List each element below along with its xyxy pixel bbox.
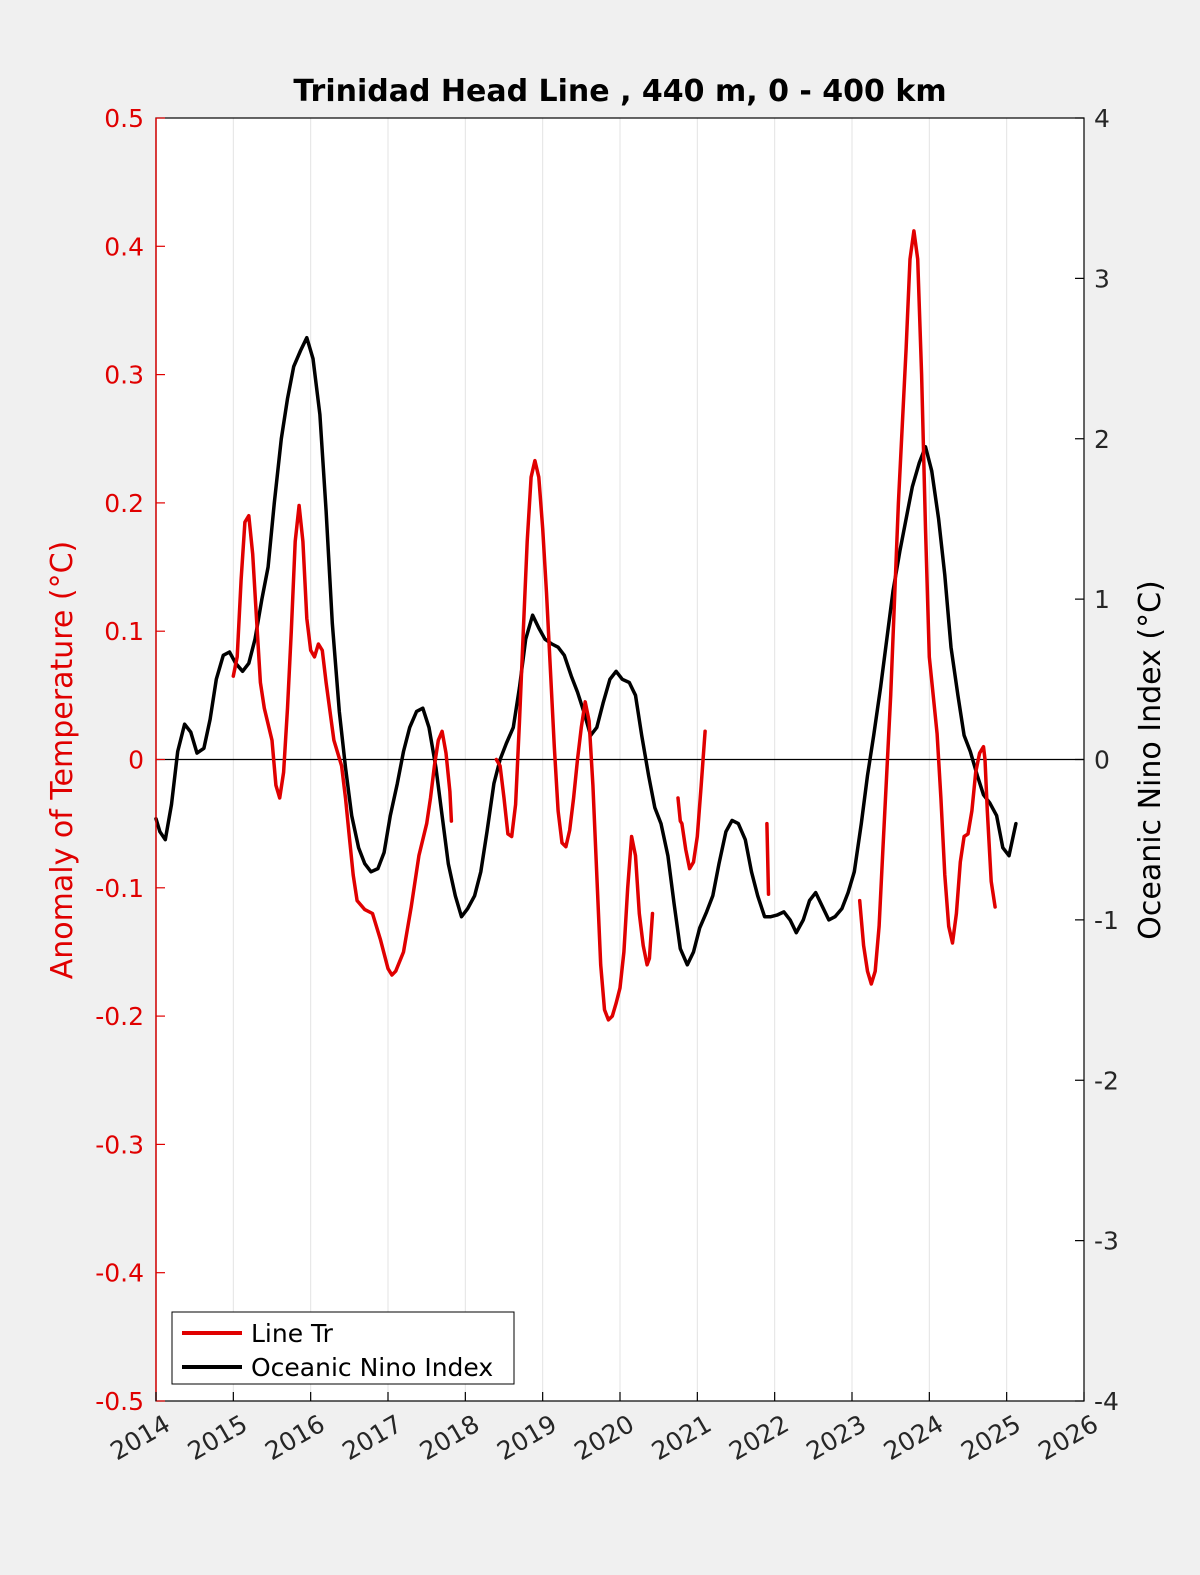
x-tick-label: 2014 (105, 1409, 175, 1466)
left-tick-label: -0.1 (95, 874, 144, 903)
right-tick-label: 1 (1094, 585, 1110, 614)
x-tick-label: 2015 (183, 1409, 253, 1466)
left-axis-label: Anomaly of Temperature (°C) (45, 541, 80, 980)
x-tick-label: 2017 (337, 1409, 407, 1466)
right-tick-label: -1 (1094, 906, 1119, 935)
series-line-tr-segment (765, 821, 771, 896)
x-tick-label: 2023 (801, 1409, 871, 1466)
series-line-tr-segment (231, 503, 454, 977)
right-axis-label: Oceanic Nino Index (°C) (1133, 580, 1168, 940)
chart-title: Trinidad Head Line , 440 m, 0 - 400 km (293, 74, 946, 109)
right-tick-label: -4 (1094, 1387, 1119, 1416)
series-line-tr-segment (857, 229, 997, 986)
series-line-tr-segment (494, 458, 655, 1022)
legend-label-oni: Oceanic Nino Index (251, 1353, 493, 1382)
right-tick-label: 2 (1094, 425, 1110, 454)
x-axis: 2014 2015 2016 2017 2018 2019 2020 2021 2022 2023… (105, 1392, 1103, 1466)
x-tick-label: 2020 (569, 1409, 639, 1466)
series-line-tr-segment (676, 729, 707, 871)
legend: Line Tr Oceanic Nino Index (171, 1311, 515, 1385)
legend-label-line-tr: Line Tr (251, 1319, 334, 1348)
right-tick-label: -2 (1094, 1066, 1119, 1095)
series-layer (154, 229, 1018, 1022)
x-tick-label: 2016 (260, 1409, 330, 1466)
x-tick-label: 2026 (1033, 1409, 1103, 1466)
x-tick-label: 2021 (647, 1409, 717, 1466)
left-tick-label: 0.3 (104, 361, 144, 390)
left-tick-label: 0.5 (104, 104, 144, 133)
left-tick-label: -0.5 (95, 1387, 144, 1416)
left-tick-label: 0.1 (104, 617, 144, 646)
left-tick-label: -0.4 (95, 1259, 144, 1288)
left-tick-label: -0.2 (95, 1002, 144, 1031)
right-tick-label: -3 (1094, 1227, 1119, 1256)
left-axis: -0.5 -0.4 -0.3 -0.2 -0.1 0 0.1 0.2 0.3 0.4 0.5 (95, 104, 165, 1416)
left-tick-label: 0 (128, 746, 144, 775)
x-tick-label: 2022 (724, 1409, 794, 1466)
x-tick-label: 2019 (492, 1409, 562, 1466)
left-tick-label: 0.4 (104, 232, 144, 261)
x-tick-label: 2025 (956, 1409, 1026, 1466)
left-tick-label: 0.2 (104, 489, 144, 518)
right-axis: -4 -3 -2 -1 0 1 2 3 4 (1075, 104, 1119, 1416)
x-tick-label: 2018 (415, 1409, 485, 1466)
right-tick-label: 4 (1094, 104, 1110, 133)
legend-box (171, 1311, 515, 1385)
right-tick-label: 0 (1094, 746, 1110, 775)
right-tick-label: 3 (1094, 264, 1110, 293)
left-tick-label: -0.3 (95, 1130, 144, 1159)
x-tick-label: 2024 (879, 1409, 949, 1466)
